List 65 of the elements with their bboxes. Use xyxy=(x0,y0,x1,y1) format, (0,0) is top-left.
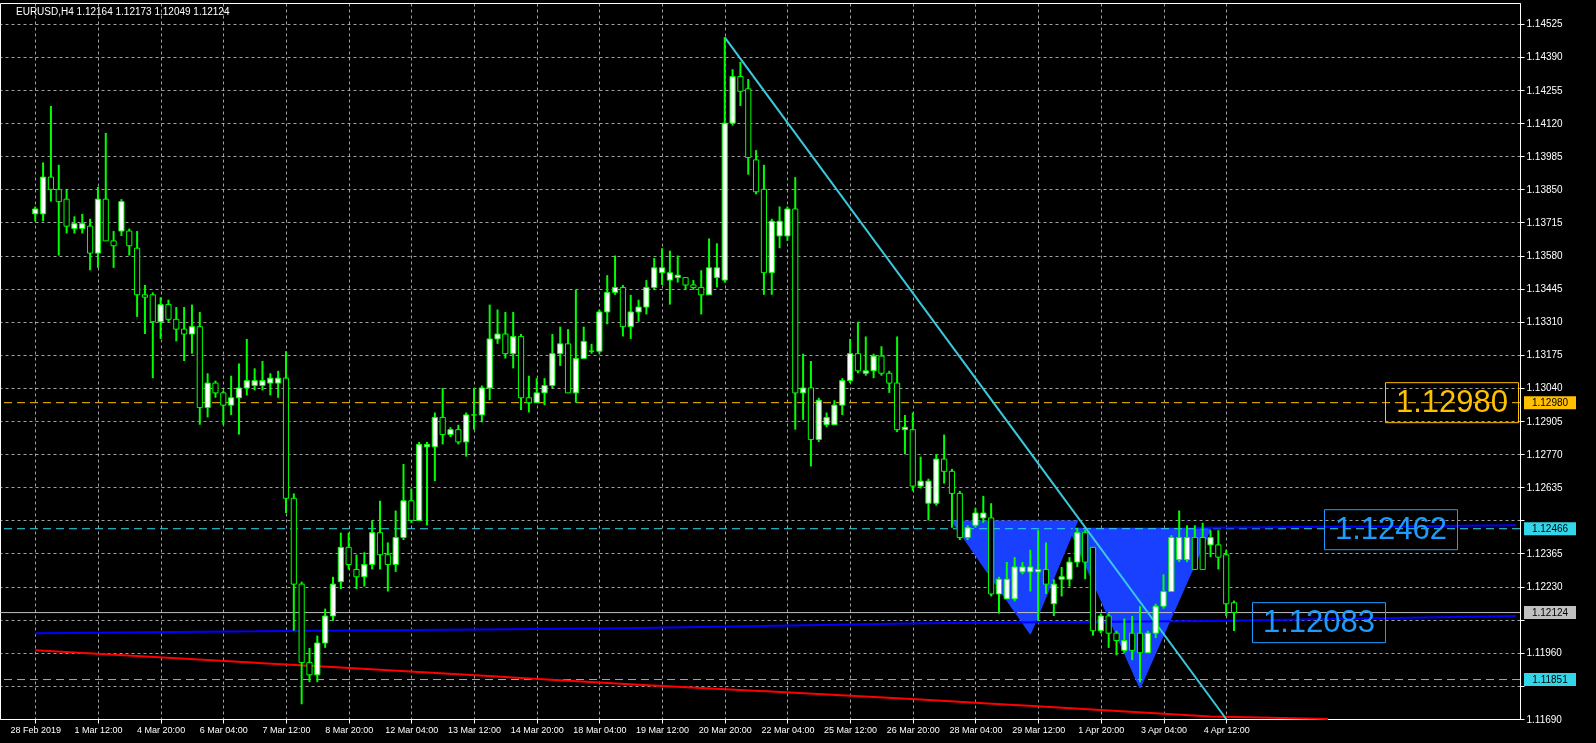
y-tick-label: 1.13580 xyxy=(1526,250,1564,262)
candlestick xyxy=(47,104,55,203)
y-tick-label: 1.12230 xyxy=(1526,581,1564,593)
x-tick-label: 19 Mar 12:00 xyxy=(636,724,690,735)
ref-line-label: 1.12980 xyxy=(1531,396,1569,408)
candlestick xyxy=(470,386,478,431)
x-tick-label: 4 Apr 12:00 xyxy=(1203,724,1250,735)
y-tick-label: 1.14120 xyxy=(1526,117,1564,129)
x-tick-label: 13 Mar 12:00 xyxy=(448,724,502,735)
ref-line-label: 1.12466 xyxy=(1531,522,1569,534)
y-tick-label: 1.14525 xyxy=(1526,18,1564,30)
candlestick xyxy=(423,440,431,527)
candlestick xyxy=(1042,541,1050,595)
candlestick xyxy=(188,303,196,355)
y-tick-label: 1.13850 xyxy=(1526,183,1564,195)
candlestick xyxy=(901,413,909,456)
x-tick-label: 18 Mar 04:00 xyxy=(573,724,627,735)
y-tick-label: 1.12365 xyxy=(1526,547,1564,559)
candlestick xyxy=(376,499,384,571)
x-tick-label: 28 Feb 2019 xyxy=(10,724,62,735)
ref-line-label: 1.11851 xyxy=(1532,673,1569,685)
line-series xyxy=(34,649,1330,720)
x-tick-label: 1 Mar 12:00 xyxy=(74,724,123,735)
x-tick-label: 3 Apr 04:00 xyxy=(1140,724,1188,735)
y-tick-label: 1.13310 xyxy=(1526,316,1564,328)
x-tick-label: 26 Mar 20:00 xyxy=(886,724,940,735)
candlestick xyxy=(235,362,243,436)
y-tick-label: 1.11690 xyxy=(1526,713,1563,725)
x-tick-label: 7 Mar 12:00 xyxy=(262,724,311,735)
candlestick xyxy=(800,352,807,421)
y-tick-label: 1.13985 xyxy=(1526,150,1564,162)
candlestick xyxy=(658,247,666,286)
y-tick-label: 1.11960 xyxy=(1526,647,1563,659)
ref-line-label: 1.12124 xyxy=(1531,606,1569,618)
x-tick-label: 29 Mar 12:00 xyxy=(1012,724,1066,735)
x-tick-label: 22 Mar 04:00 xyxy=(761,724,815,735)
x-tick-label: 8 Mar 20:00 xyxy=(325,724,374,735)
x-tick-label: 28 Mar 04:00 xyxy=(949,724,1003,735)
candlestick xyxy=(1136,605,1144,684)
x-tick-label: 25 Mar 12:00 xyxy=(824,724,878,735)
y-tick-label: 1.14255 xyxy=(1526,84,1564,96)
chart-title: EURUSD,H4 1.12164 1.12173 1.12049 1.12124 xyxy=(16,6,230,17)
y-tick-label: 1.13445 xyxy=(1526,283,1564,295)
y-tick-label: 1.12905 xyxy=(1526,415,1564,427)
y-tick-label: 1.13040 xyxy=(1526,382,1564,394)
x-tick-label: 14 Mar 20:00 xyxy=(510,724,564,735)
y-tick-label: 1.13715 xyxy=(1526,216,1564,228)
candlestick xyxy=(995,575,1003,615)
x-tick-label: 1 Apr 20:00 xyxy=(1078,724,1125,735)
candlestick xyxy=(1050,578,1057,618)
x-tick-label: 6 Mar 04:00 xyxy=(199,724,248,735)
y-tick-label: 1.12770 xyxy=(1526,448,1564,460)
candlestick xyxy=(948,467,956,529)
candlestick xyxy=(141,283,149,336)
y-tick-label: 1.13175 xyxy=(1526,349,1564,361)
candlestick xyxy=(854,320,862,375)
candlestick xyxy=(713,242,720,289)
candlestick xyxy=(611,254,619,296)
candlestick xyxy=(1183,524,1191,564)
candlestick xyxy=(1230,599,1238,632)
y-tick-label: 1.12635 xyxy=(1526,481,1564,493)
x-tick-label: 20 Mar 20:00 xyxy=(698,724,752,735)
y-tick-label: 1.14390 xyxy=(1526,51,1564,63)
x-tick-label: 12 Mar 04:00 xyxy=(385,724,439,735)
x-tick-label: 4 Mar 20:00 xyxy=(137,724,186,735)
